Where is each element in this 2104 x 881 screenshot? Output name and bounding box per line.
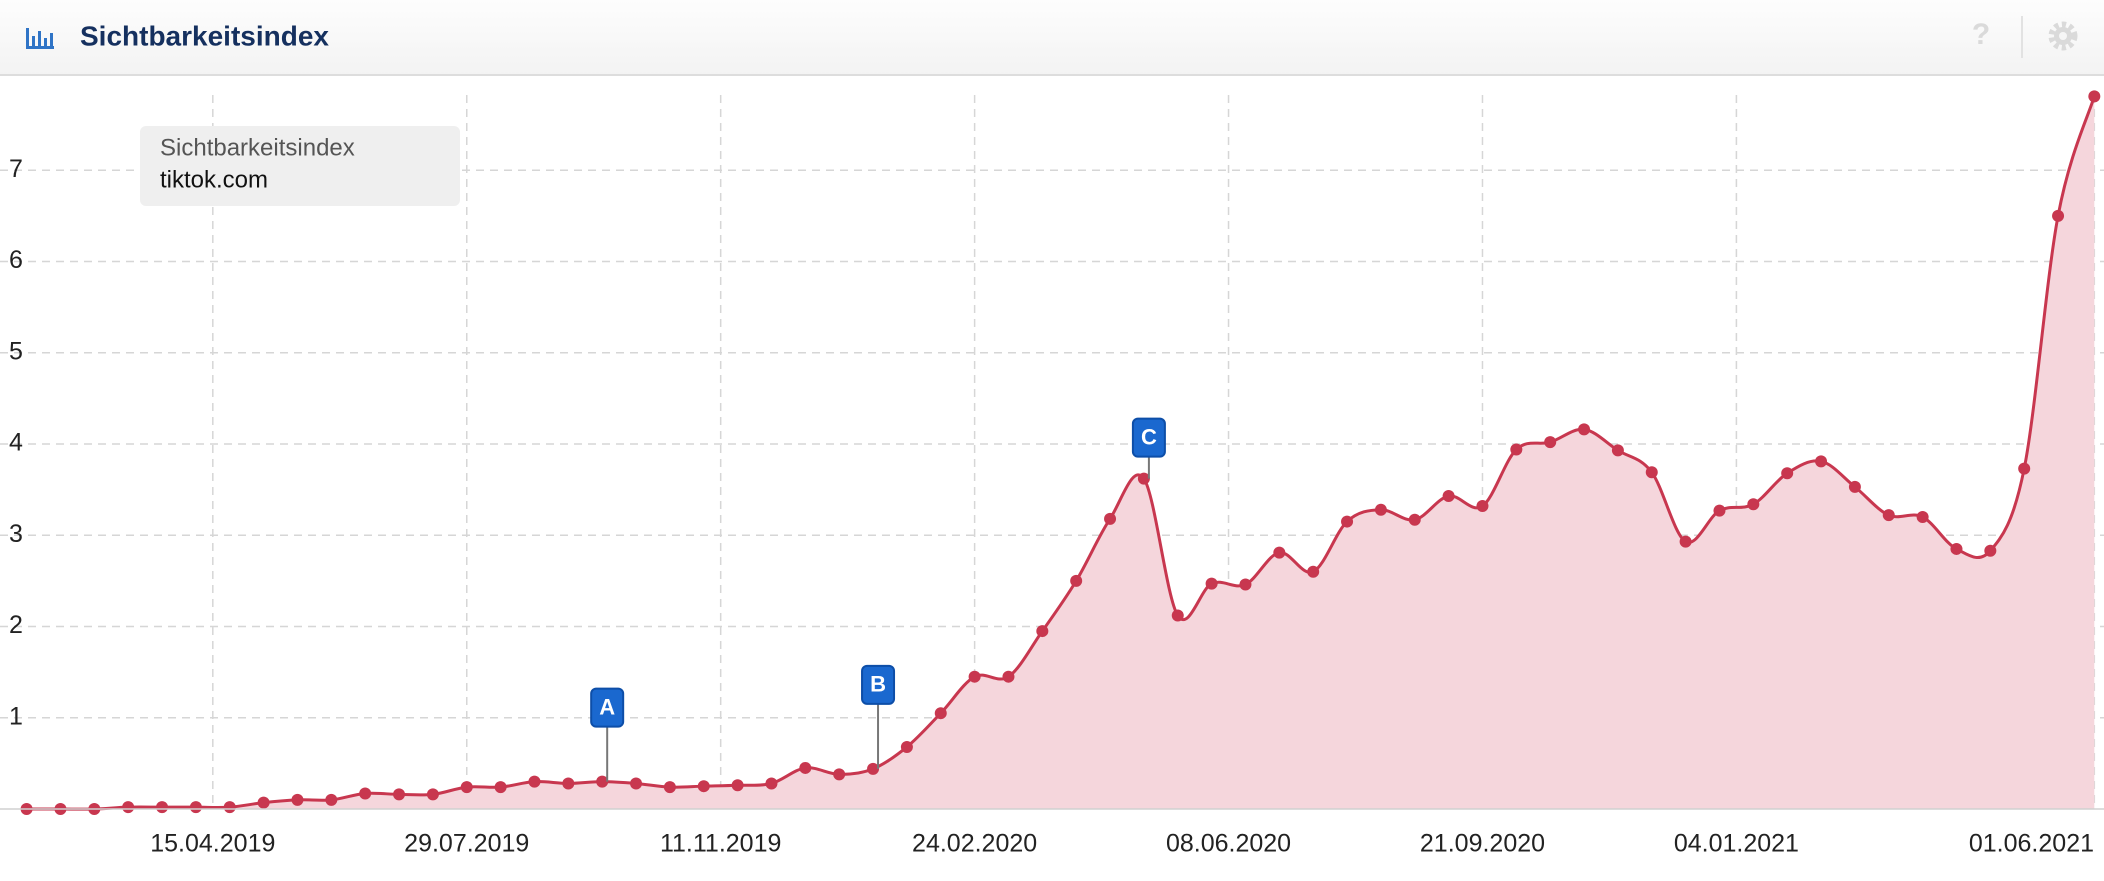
data-point — [2052, 209, 2065, 222]
data-point — [731, 779, 744, 792]
data-point — [2018, 462, 2031, 475]
data-point — [1544, 436, 1557, 449]
data-point — [1510, 443, 1523, 456]
data-point — [968, 670, 981, 683]
data-point — [189, 801, 202, 814]
data-point — [257, 796, 270, 809]
data-point — [359, 787, 372, 800]
data-point — [1848, 480, 1861, 493]
data-point — [528, 775, 541, 788]
data-point — [867, 762, 880, 775]
y-tick-label: 3 — [9, 520, 23, 548]
y-tick-label: 4 — [9, 429, 23, 457]
help-icon[interactable]: ? — [1972, 18, 1990, 51]
y-tick-label: 1 — [9, 702, 23, 730]
x-tick-label: 01.06.2021 — [1969, 830, 2094, 858]
x-tick-label: 29.07.2019 — [404, 830, 529, 858]
data-point — [1002, 670, 1015, 683]
data-point — [291, 793, 304, 806]
data-point — [1679, 535, 1692, 548]
data-point — [934, 707, 947, 720]
data-point — [1070, 574, 1083, 587]
data-point — [765, 777, 778, 790]
y-tick-label: 7 — [9, 155, 23, 183]
legend: Sichtbarkeitsindex tiktok.com — [140, 126, 460, 206]
data-point — [1273, 546, 1286, 559]
x-tick-label: 15.04.2019 — [150, 830, 275, 858]
data-point — [1442, 490, 1455, 503]
data-point — [156, 801, 169, 814]
data-point — [1916, 511, 1929, 523]
data-point — [122, 801, 135, 814]
data-point — [1984, 544, 1997, 557]
data-point — [1374, 503, 1387, 516]
legend-entry: tiktok.com — [160, 166, 268, 193]
data-point — [393, 788, 406, 801]
y-tick-label: 5 — [9, 337, 23, 365]
data-point — [2088, 90, 2101, 103]
data-point — [1307, 565, 1320, 578]
data-point — [494, 781, 507, 794]
annotation-label: C — [1141, 424, 1157, 449]
y-tick-label: 6 — [9, 246, 23, 274]
annotation-flag — [1131, 417, 1166, 458]
data-point — [900, 740, 913, 753]
data-point — [1882, 509, 1895, 522]
data-point — [799, 761, 812, 774]
data-point — [1713, 504, 1726, 517]
data-point — [630, 777, 643, 790]
data-point — [1137, 472, 1150, 485]
annotation-label: A — [599, 694, 615, 719]
x-tick-label: 21.09.2020 — [1420, 830, 1545, 858]
data-point — [1171, 609, 1184, 622]
plot-area: 1 2 3 4 5 6 7 15.04.2019 29.07.2019 11.11.2019 24.… — [0, 90, 2104, 858]
data-point — [1747, 498, 1760, 511]
chart-icon — [26, 28, 54, 49]
settings-icon[interactable] — [2048, 21, 2078, 51]
data-point — [1645, 466, 1658, 479]
data-point — [1578, 423, 1591, 436]
data-point — [1036, 625, 1049, 638]
data-point — [1815, 455, 1828, 468]
y-tick-label: 2 — [9, 611, 23, 639]
data-point — [426, 788, 439, 801]
area — [26, 96, 2095, 810]
data-point — [1408, 513, 1421, 526]
x-tick-label: 24.02.2020 — [912, 830, 1037, 858]
x-tick-label: 04.01.2021 — [1674, 830, 1799, 858]
data-point — [697, 780, 710, 793]
data-point — [1239, 578, 1252, 591]
legend-title: Sichtbarkeitsindex — [160, 134, 355, 161]
data-point — [1781, 467, 1794, 480]
annotation-flag — [861, 664, 896, 705]
data-point — [1950, 542, 1963, 555]
data-point — [1611, 444, 1624, 457]
x-tick-label: 08.06.2020 — [1166, 830, 1291, 858]
data-point — [663, 781, 676, 794]
data-point — [1104, 512, 1117, 525]
annotation-flag — [590, 687, 625, 728]
data-point — [1341, 515, 1354, 528]
header-title: Sichtbarkeitsindex — [80, 20, 329, 51]
data-point — [1476, 500, 1489, 513]
data-point — [562, 777, 575, 790]
annotation-label: B — [870, 672, 886, 697]
data-point — [460, 781, 473, 794]
legend-box — [140, 126, 460, 206]
data-point — [325, 793, 338, 806]
data-point — [596, 775, 609, 788]
header-bar — [0, 0, 2104, 75]
data-point — [1205, 577, 1218, 590]
data-point — [833, 768, 846, 781]
x-tick-label: 11.11.2019 — [660, 830, 781, 858]
data-point — [223, 801, 236, 814]
